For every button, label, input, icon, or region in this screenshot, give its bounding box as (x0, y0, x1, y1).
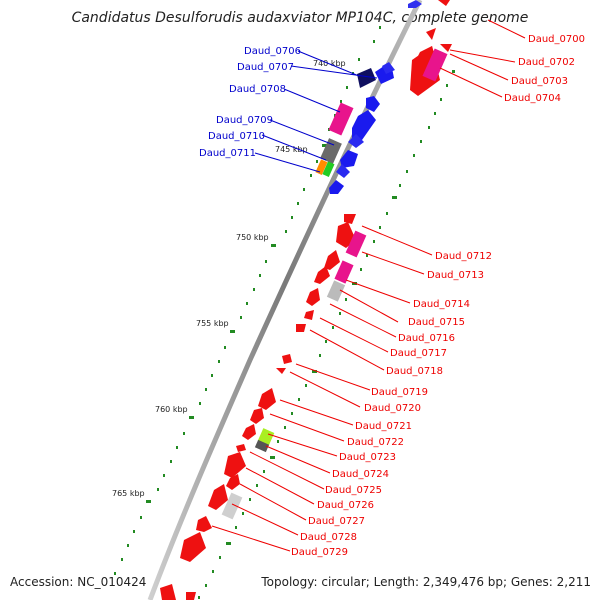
gene-label[interactable]: Daud_0713 (427, 270, 484, 281)
gene-label[interactable]: Daud_0708 (229, 84, 286, 95)
gene-label[interactable]: Daud_0724 (332, 469, 389, 480)
gene-arrow[interactable] (382, 62, 395, 74)
gene-arrow-daud-0727[interactable] (208, 484, 228, 510)
gene-label[interactable]: Daud_0719 (371, 387, 428, 398)
gene-label[interactable]: Daud_0714 (413, 299, 470, 310)
gene-arrow[interactable] (336, 164, 350, 178)
gene-arrow[interactable] (324, 250, 340, 270)
gene-arrow-daud-0709[interactable] (352, 110, 376, 140)
plus-strand-genes (315, 0, 422, 194)
plus-label-leaders (254, 50, 378, 173)
kbp-label: 745 kbp (275, 145, 308, 154)
gene-label[interactable]: Daud_0722 (347, 437, 404, 448)
gene-label[interactable]: Daud_0723 (339, 452, 396, 463)
gene-label[interactable]: Daud_0710 (208, 131, 265, 142)
gene-arrow[interactable] (314, 266, 330, 284)
gene-arrow-daud-0725[interactable] (224, 452, 246, 478)
gene-arrow-daud-0706[interactable] (357, 68, 376, 88)
gene-arrow[interactable] (160, 584, 176, 600)
kbp-label: 760 kbp (155, 405, 188, 414)
gene-label[interactable]: Daud_0704 (504, 93, 561, 104)
gene-arrow-daud-0721[interactable] (250, 408, 264, 424)
minus-strand-genes (160, 0, 452, 600)
gene-box-daud-0728[interactable] (221, 492, 243, 520)
gene-box-daud-0723[interactable] (254, 439, 270, 453)
kbp-label: 765 kbp (112, 489, 145, 498)
gene-arrow-daud-0700[interactable] (426, 28, 436, 40)
gene-label[interactable]: Daud_0711 (199, 148, 256, 159)
plus-labels: Daud_0706 Daud_0707 Daud_0708 Daud_0709 … (199, 46, 301, 159)
gene-arrow[interactable] (440, 44, 452, 52)
gene-box-magenta[interactable] (328, 102, 354, 136)
gene-label[interactable]: Daud_0720 (364, 403, 421, 414)
gene-arrow[interactable] (180, 532, 206, 562)
gene-arrow-daud-0717[interactable] (296, 324, 306, 332)
gene-label[interactable]: Daud_0721 (355, 421, 412, 432)
gene-label[interactable]: Daud_0726 (317, 500, 374, 511)
gene-box-gray[interactable] (320, 138, 342, 164)
gene-box-daud-0713[interactable] (345, 230, 367, 258)
gene-arrow[interactable] (186, 592, 196, 600)
gene-arrow-daud-0711[interactable] (329, 180, 344, 194)
gene-arrow-daud-0724[interactable] (236, 444, 246, 452)
gene-label[interactable]: Daud_0703 (511, 76, 568, 87)
gene-label[interactable]: Daud_0709 (216, 115, 273, 126)
gene-label[interactable]: Daud_0706 (244, 46, 301, 57)
gene-label[interactable]: Daud_0725 (325, 485, 382, 496)
gene-box-daud-0722[interactable] (257, 428, 275, 446)
gene-arrow-daud-0719[interactable] (276, 368, 286, 374)
gene-arrow-daud-0726[interactable] (226, 474, 240, 490)
minus-label-leaders (211, 19, 526, 552)
gene-label[interactable]: Daud_0700 (528, 34, 585, 45)
gene-box-green[interactable] (322, 161, 335, 178)
gene-arrow-daud-0729[interactable] (196, 516, 212, 532)
gene-arrow-daud-0708[interactable] (366, 96, 380, 112)
gene-arrow-daud-0722[interactable] (242, 424, 256, 440)
gene-arrow[interactable] (408, 0, 422, 8)
gene-arrow-daud-0715[interactable] (306, 288, 320, 306)
topology-text: Topology: circular; Length: 2,349,476 bp… (261, 575, 591, 589)
gene-label[interactable]: Daud_0716 (398, 333, 455, 344)
gene-arrow-daud-0720[interactable] (258, 388, 276, 410)
kbp-label: 750 kbp (236, 233, 269, 242)
gene-arrow-daud-0718[interactable] (282, 354, 292, 364)
gene-arrow-daud-0716[interactable] (304, 310, 314, 320)
gene-box-daud-0714[interactable] (334, 260, 354, 284)
gene-label[interactable]: Daud_0707 (237, 62, 294, 73)
gene-label[interactable]: Daud_0727 (308, 516, 365, 527)
gene-arrow-daud-0712[interactable] (344, 214, 356, 224)
minus-labels: Daud_0700 Daud_0702 Daud_0703 Daud_0704 … (291, 34, 585, 558)
gene-label[interactable]: Daud_0702 (518, 57, 575, 68)
gene-label[interactable]: Daud_0729 (291, 547, 348, 558)
gene-label[interactable]: Daud_0717 (390, 348, 447, 359)
gene-box-daud-0704[interactable] (422, 48, 448, 82)
gene-label[interactable]: Daud_0718 (386, 366, 443, 377)
gene-arrow[interactable] (348, 134, 364, 148)
gene-label[interactable]: Daud_0712 (435, 251, 492, 262)
accession-text: Accession: NC_010424 (10, 575, 147, 589)
gene-arrow[interactable] (438, 0, 450, 6)
gene-label[interactable]: Daud_0728 (300, 532, 357, 543)
gene-box-gray[interactable] (326, 280, 346, 302)
kbp-label: 755 kbp (196, 319, 229, 328)
gene-label[interactable]: Daud_0715 (408, 317, 465, 328)
gene-arrow-daud-0710[interactable] (340, 150, 358, 168)
